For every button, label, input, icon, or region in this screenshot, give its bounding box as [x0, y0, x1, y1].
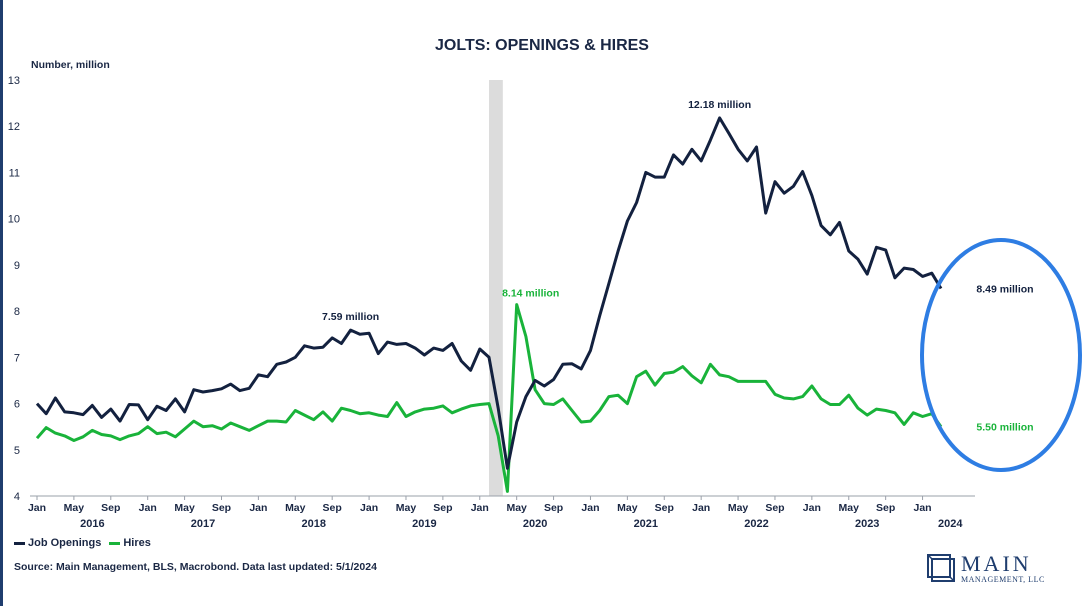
- logo-name: MAIN: [961, 550, 1032, 576]
- x-year-label: 2020: [523, 518, 547, 530]
- x-tick-label: Sep: [655, 502, 674, 514]
- chart-title: JOLTS: OPENINGS & HIRES: [435, 37, 649, 54]
- data-label: 5.50 million: [976, 422, 1033, 434]
- legend-item-hires: Hires: [109, 537, 151, 549]
- y-tick-label: 4: [14, 491, 20, 503]
- y-tick-label: 11: [9, 167, 20, 179]
- y-tick-label: 8: [14, 306, 20, 318]
- legend-label-openings: Job Openings: [28, 537, 102, 549]
- x-tick-label: Jan: [471, 502, 489, 514]
- x-tick-label: Sep: [212, 502, 231, 514]
- x-tick-label: Sep: [876, 502, 895, 514]
- y-tick-label: 12: [8, 121, 20, 133]
- y-tick-label: 5: [14, 445, 20, 457]
- x-tick-label: May: [396, 502, 417, 514]
- x-year-label: 2016: [80, 518, 104, 530]
- legend-item-openings: Job Openings: [14, 537, 101, 549]
- x-tick-label: May: [174, 502, 195, 514]
- x-year-label: 2018: [301, 518, 325, 530]
- x-year-label: 2023: [855, 518, 879, 530]
- x-tick-label: Jan: [803, 502, 821, 514]
- x-year-label: 2017: [191, 518, 215, 530]
- x-tick-label: Jan: [581, 502, 599, 514]
- x-tick-label: May: [617, 502, 638, 514]
- y-tick-label: 7: [14, 352, 20, 364]
- x-tick-label: Sep: [765, 502, 784, 514]
- legend-swatch-hires: [109, 541, 121, 545]
- series-line-job-openings: [35, 116, 943, 470]
- x-tick-label: May: [839, 502, 860, 514]
- y-tick-label: 6: [14, 399, 20, 411]
- y-tick-label: 9: [14, 260, 20, 272]
- x-year-label: 2021: [634, 518, 658, 530]
- x-tick-label: Jan: [360, 502, 378, 514]
- legend-swatch-openings: [14, 541, 25, 545]
- x-tick-label: Jan: [249, 502, 267, 514]
- x-tick-label: May: [64, 502, 85, 514]
- data-label: 7.59 million: [322, 311, 379, 323]
- main-management-logo: MAIN MANAGEMENT, LLC: [925, 552, 1045, 584]
- legend-label-hires: Hires: [123, 537, 151, 549]
- x-tick-label: Sep: [433, 502, 452, 514]
- x-tick-label: May: [285, 502, 306, 514]
- x-tick-label: Jan: [139, 502, 157, 514]
- legend: Job Openings Hires: [14, 537, 155, 549]
- x-tick-label: May: [506, 502, 527, 514]
- data-label: 12.18 million: [688, 99, 751, 111]
- x-tick-label: May: [728, 502, 749, 514]
- x-year-label: 2024: [938, 518, 963, 530]
- x-tick-label: Jan: [914, 502, 932, 514]
- x-year-label: 2022: [744, 518, 768, 530]
- y-axis-label: Number, million: [31, 59, 110, 71]
- left-accent-bar: [0, 0, 3, 606]
- x-tick-label: Jan: [692, 502, 710, 514]
- data-label: 8.14 million: [502, 288, 559, 300]
- x-tick-label: Sep: [101, 502, 120, 514]
- jolts-chart: JOLTS: OPENINGS & HIRES Number, million 4 5…: [8, 37, 1082, 530]
- logo-subtitle: MANAGEMENT, LLC: [961, 574, 1045, 584]
- logo-mark-icon: [927, 554, 955, 582]
- x-tick-label: Sep: [544, 502, 563, 514]
- series-line-hires: [35, 303, 943, 493]
- recession-band: [489, 80, 503, 496]
- y-tick-label: 13: [8, 75, 20, 87]
- data-label: 8.49 million: [976, 283, 1033, 295]
- x-year-label: 2019: [412, 518, 436, 530]
- x-tick-label: Sep: [323, 502, 342, 514]
- y-tick-label: 10: [8, 214, 20, 226]
- source-note: Source: Main Management, BLS, Macrobond.…: [14, 561, 377, 573]
- highlight-circle: [920, 238, 1082, 472]
- x-tick-label: Jan: [28, 502, 46, 514]
